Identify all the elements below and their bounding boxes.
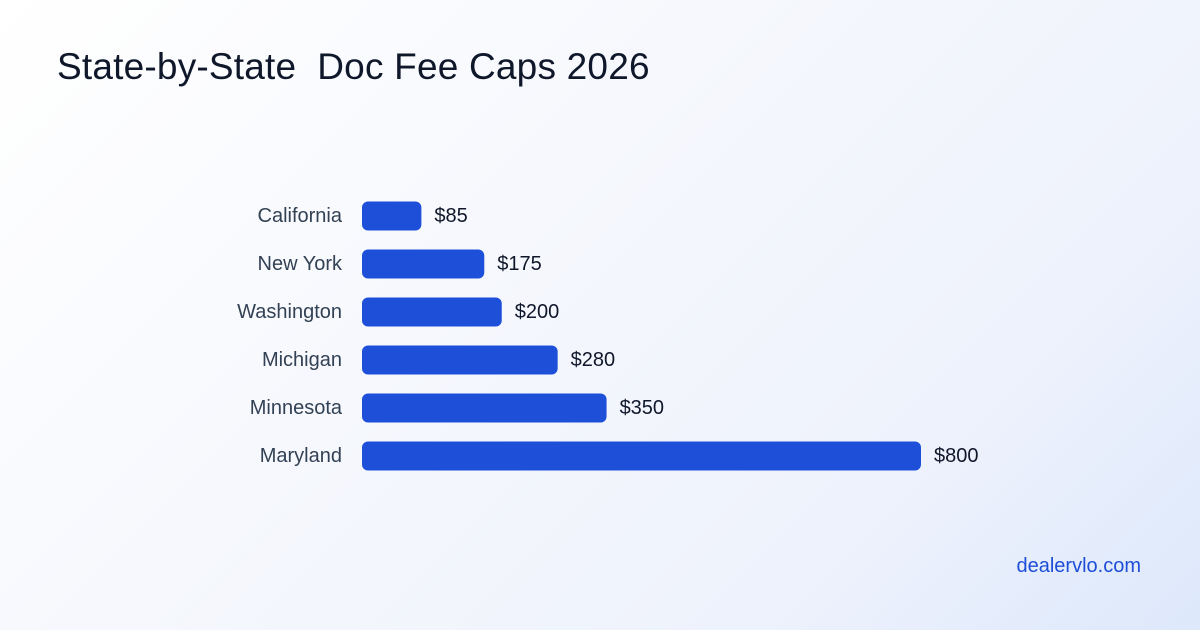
bar-california <box>362 201 422 231</box>
value-label-washington: $200 <box>515 301 560 323</box>
category-label-minnesota: Minnesota <box>250 397 343 419</box>
category-label-michigan: Michigan <box>262 349 342 371</box>
bar-maryland <box>362 441 921 471</box>
value-label-michigan: $280 <box>571 349 616 371</box>
bar-new-york <box>362 249 485 279</box>
category-label-california: California <box>258 205 343 227</box>
category-label-washington: Washington <box>237 301 342 323</box>
brand-link[interactable]: dealervlo.com <box>1016 555 1141 577</box>
chart-title: State-by-State Doc Fee Caps 2026 <box>57 46 650 87</box>
bar-minnesota <box>362 393 607 423</box>
value-label-new-york: $175 <box>497 253 542 275</box>
value-label-minnesota: $350 <box>620 397 665 419</box>
bar-michigan <box>362 345 558 375</box>
category-label-maryland: Maryland <box>260 445 342 467</box>
bar-washington <box>362 297 502 327</box>
value-label-maryland: $800 <box>934 445 979 467</box>
value-label-california: $85 <box>434 205 467 227</box>
category-label-new-york: New York <box>258 253 343 275</box>
